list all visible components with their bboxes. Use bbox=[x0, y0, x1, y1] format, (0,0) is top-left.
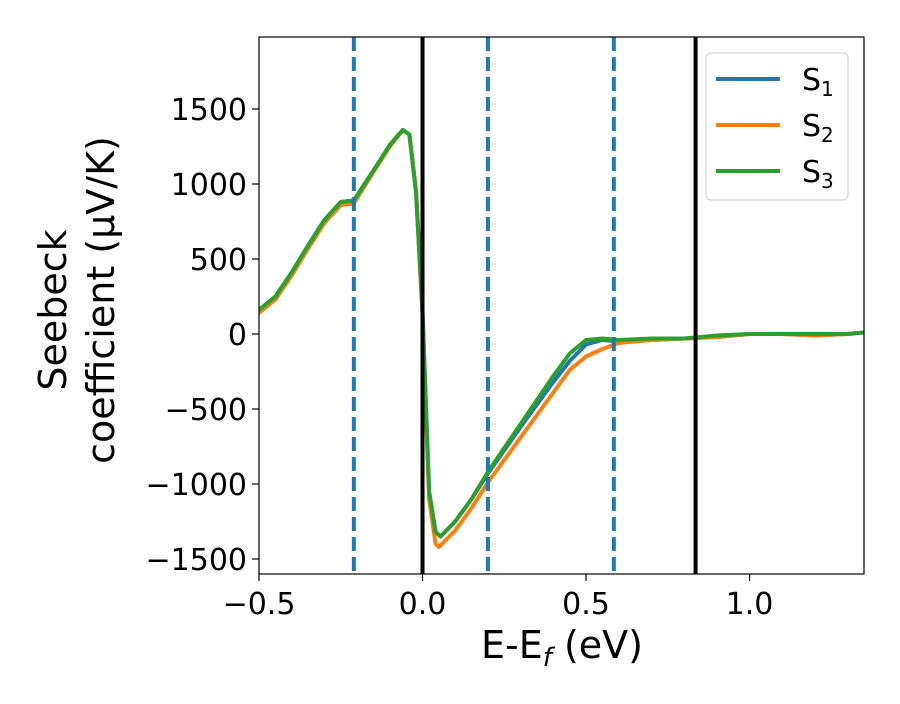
legend-label-s1: S1 bbox=[802, 63, 834, 101]
x-axis-ticks: −0.5 0.0 0.5 1.0 bbox=[223, 574, 774, 622]
plot-frame bbox=[258, 36, 865, 575]
y-axis-label-line2: coefficient (μV/K) bbox=[79, 136, 123, 464]
y-tick-label: −1000 bbox=[146, 468, 247, 503]
x-tick-label: 1.0 bbox=[726, 587, 774, 622]
y-axis-label-line1: Seebeck bbox=[31, 229, 75, 390]
y-tick-label: −500 bbox=[165, 393, 247, 428]
reference-lines bbox=[351, 37, 698, 574]
legend: S1 S2 S3 bbox=[705, 52, 849, 201]
legend-label-s3: S3 bbox=[802, 155, 834, 193]
x-tick-label: −0.5 bbox=[223, 587, 296, 622]
x-axis-label: E-Ef (eV) bbox=[481, 623, 643, 673]
y-tick-label: 1500 bbox=[171, 93, 247, 128]
y-tick-label: −1500 bbox=[146, 543, 247, 578]
x-tick-label: 0.5 bbox=[562, 587, 610, 622]
x-tick-label: 0.0 bbox=[399, 587, 447, 622]
y-tick-label: 0 bbox=[228, 318, 247, 353]
y-axis-ticks: −1500 −1000 −500 0 500 1000 1500 bbox=[146, 93, 259, 578]
data-lines bbox=[259, 128, 864, 549]
legend-label-s2: S2 bbox=[802, 109, 834, 147]
y-tick-label: 500 bbox=[190, 243, 247, 278]
series-line-s3 bbox=[259, 128, 864, 539]
y-tick-label: 1000 bbox=[171, 168, 247, 203]
